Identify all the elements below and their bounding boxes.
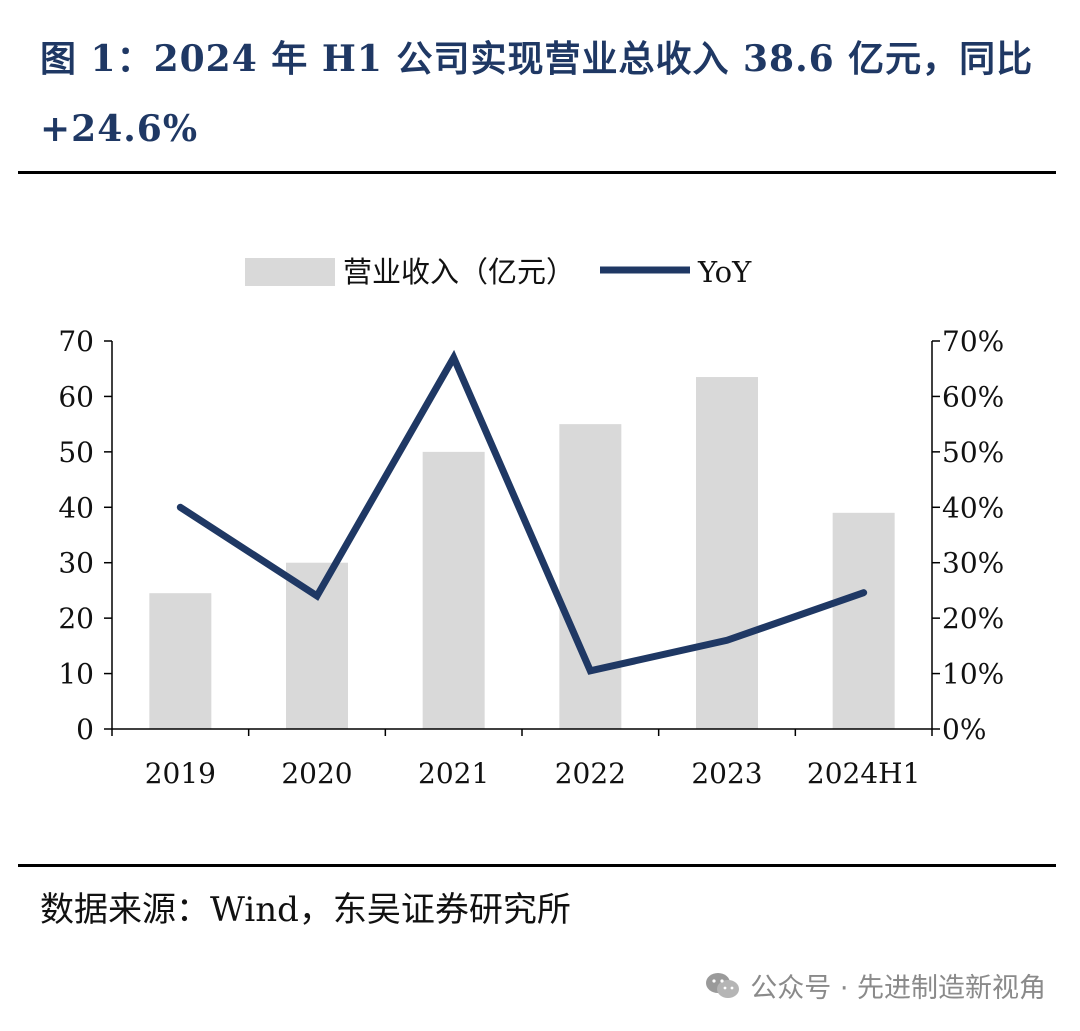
legend-swatch-revenue	[245, 258, 335, 286]
x-tick-label-2020: 2020	[281, 757, 352, 790]
right-tick-label: 60%	[942, 380, 1004, 413]
bottom-divider	[18, 864, 1056, 867]
left-tick-label: 60	[58, 380, 94, 413]
wechat-icon	[706, 972, 740, 998]
right-tick-label: 0%	[942, 713, 986, 746]
bar-2023	[696, 377, 758, 729]
left-tick-label: 70	[58, 325, 94, 358]
legend: 营业收入（亿元） YoY	[245, 255, 752, 289]
x-tick-label-2022: 2022	[555, 757, 626, 790]
legend-label-revenue: 营业收入（亿元）	[343, 255, 575, 289]
x-tick-label-2024H1: 2024H1	[807, 757, 921, 790]
left-tick-label: 10	[58, 658, 94, 691]
bar-2022	[559, 424, 622, 729]
bar-series	[149, 377, 895, 729]
x-tick-label-2019: 2019	[145, 757, 216, 790]
left-tick-label: 40	[58, 491, 94, 524]
right-tick-label: 20%	[942, 602, 1004, 635]
yoy-line	[176, 349, 868, 675]
bar-2021	[422, 451, 485, 729]
right-tick-label: 40%	[942, 491, 1004, 524]
top-divider	[18, 171, 1056, 174]
left-tick-label: 20	[58, 602, 94, 635]
x-tick-label-2021: 2021	[418, 757, 489, 790]
chart-area: 营业收入（亿元） YoY 0 10 20 30 40 50 60 70 0% 10% 20% 30% 4…	[58, 255, 1004, 790]
right-tick-label: 10%	[942, 658, 1004, 691]
chart-title: 图 1：2024 年 H1 公司实现营业总收入 38.6 亿元，同比 +24.6…	[40, 38, 1034, 150]
bar-2020	[286, 562, 348, 729]
data-source: 数据来源：Wind，东吴证券研究所	[40, 890, 571, 930]
watermark-text: 公众号 · 先进制造新视角	[750, 973, 1046, 1004]
right-tick-label: 30%	[942, 547, 1004, 580]
legend-label-yoy: YoY	[697, 255, 752, 289]
left-tick-label: 0	[76, 713, 94, 746]
watermark: 公众号 · 先进制造新视角	[704, 966, 1046, 1005]
right-tick-label: 50%	[942, 436, 1004, 469]
yoy-line-series	[176, 349, 868, 675]
right-tick-label: 70%	[942, 325, 1004, 358]
axes: 0 10 20 30 40 50 60 70 0% 10% 20% 30% 40% 50% 60% 70% 20…	[58, 325, 1004, 790]
left-tick-label: 30	[58, 547, 94, 580]
left-tick-label: 50	[58, 436, 94, 469]
bar-2024H1	[832, 512, 895, 729]
x-tick-label-2023: 2023	[691, 757, 762, 790]
bar-2019	[149, 593, 212, 729]
